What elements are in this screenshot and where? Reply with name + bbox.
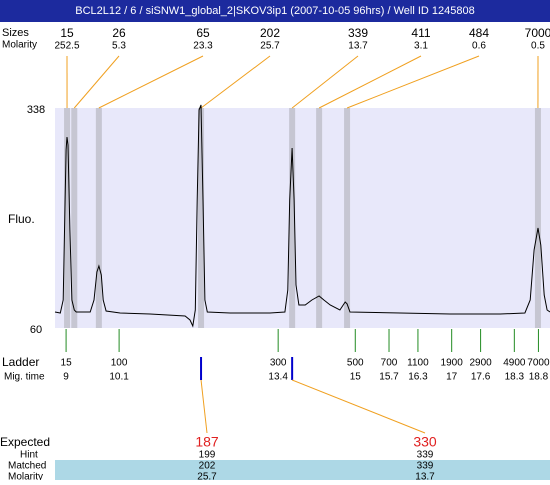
- ladder-mig-time: 18.3: [505, 372, 525, 383]
- ladder-size: 15: [61, 358, 73, 369]
- ladder-size: 1900: [441, 358, 464, 369]
- peak-size: 202: [260, 26, 280, 40]
- peak-band: [316, 108, 322, 328]
- molarity-expected-label: Molarity: [8, 472, 43, 480]
- title: BCL2L12 / 6 / siSNW1_global_2|SKOV3ip1 (…: [75, 5, 475, 17]
- peak-molarity: 3.1: [414, 41, 428, 52]
- matched-size: 339: [417, 461, 434, 472]
- matched-band: [55, 460, 550, 480]
- ladder-mig-time: 15: [350, 372, 362, 383]
- peak-band: [344, 108, 350, 328]
- ladder-mig-time: 9: [63, 372, 69, 383]
- matched-molarity: 13.7: [415, 472, 435, 480]
- peak-connector: [347, 56, 479, 108]
- peak-size: 26: [112, 26, 126, 40]
- peak-band: [96, 108, 102, 328]
- hint-size: 199: [199, 450, 216, 461]
- peak-band: [535, 108, 541, 328]
- peak-size: 339: [348, 26, 368, 40]
- ladder-size: 500: [347, 358, 364, 369]
- expected-connector: [292, 380, 425, 433]
- expected-size: 330: [413, 434, 437, 450]
- y-tick-label: 60: [30, 324, 42, 336]
- mig-time-label: Mig. time: [4, 372, 45, 383]
- peak-size: 65: [196, 26, 210, 40]
- matched-size: 202: [199, 461, 216, 472]
- peak-molarity: 0.6: [472, 41, 486, 52]
- peak-connector: [319, 56, 421, 108]
- ladder-mig-time: 10.1: [109, 372, 129, 383]
- ladder-mig-time: 17: [446, 372, 458, 383]
- peak-molarity: 25.7: [260, 41, 280, 52]
- matched-label: Matched: [8, 461, 46, 472]
- expected-label: Expected: [0, 435, 50, 449]
- ladder-label: Ladder: [2, 355, 39, 369]
- peak-molarity: 13.7: [348, 41, 368, 52]
- ladder-size: 300: [270, 358, 287, 369]
- peak-molarity: 23.3: [193, 41, 213, 52]
- ladder-size: 100: [111, 358, 128, 369]
- fluo-label: Fluo.: [8, 212, 35, 226]
- size-label: Sizes: [2, 27, 29, 39]
- peak-connector: [99, 56, 203, 108]
- hint-label: Hint: [20, 450, 38, 461]
- ladder-size: 1100: [407, 358, 429, 369]
- ladder-size: 2900: [469, 358, 492, 369]
- peak-molarity: 0.5: [531, 41, 545, 52]
- peak-molarity: 5.3: [112, 41, 126, 52]
- ladder-mig-time: 17.6: [471, 372, 491, 383]
- molarity-label: Molarity: [2, 40, 37, 51]
- peak-size: 411: [411, 26, 430, 40]
- expected-connector: [201, 380, 207, 433]
- matched-molarity: 25.7: [197, 472, 217, 480]
- ladder-mig-time: 18.8: [529, 372, 549, 383]
- expected-size: 187: [195, 434, 219, 450]
- ladder-size: 4900: [503, 358, 526, 369]
- peak-connector: [292, 56, 358, 108]
- ladder-mig-time: 15.7: [379, 372, 399, 383]
- peak-molarity: 252.5: [54, 41, 79, 52]
- peak-connector: [201, 56, 270, 108]
- peak-size: 7000: [525, 26, 550, 40]
- hint-size: 339: [417, 450, 434, 461]
- ladder-mig-time: 13.4: [268, 372, 288, 383]
- ladder-mig-time: 16.3: [408, 372, 428, 383]
- ladder-size: 700: [381, 358, 398, 369]
- peak-connector: [74, 56, 119, 108]
- peak-size: 484: [469, 26, 489, 40]
- ladder-size: 7000: [527, 358, 550, 369]
- plot-area: [55, 108, 550, 328]
- y-tick-label: 338: [27, 104, 45, 116]
- peak-size: 15: [60, 26, 74, 40]
